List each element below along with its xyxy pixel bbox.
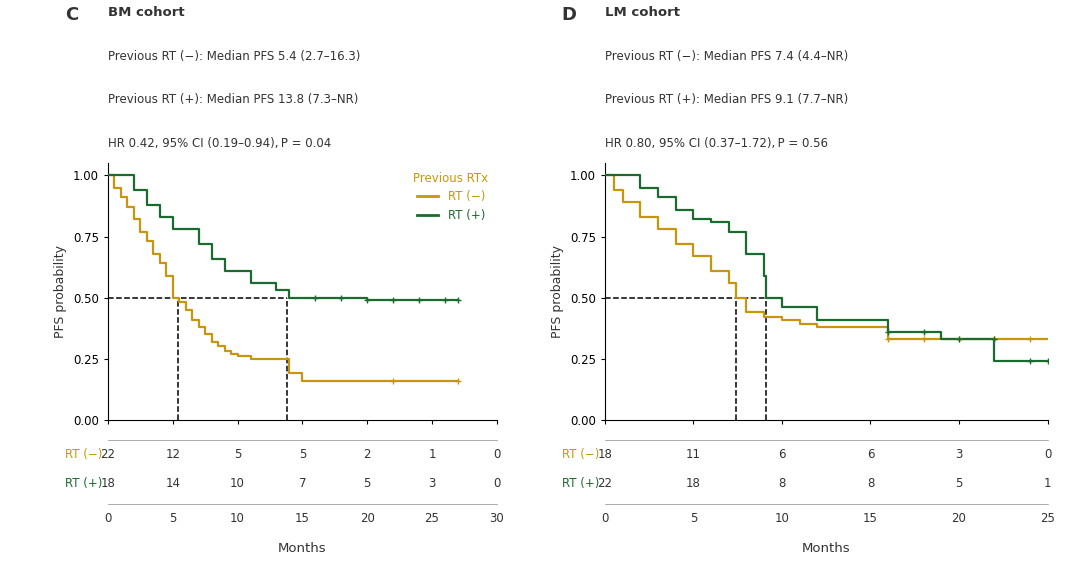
Text: Months: Months [278, 542, 327, 554]
Text: 0: 0 [105, 512, 111, 525]
Legend: RT (−), RT (+): RT (−), RT (+) [408, 167, 494, 227]
Text: RT (+): RT (+) [562, 477, 599, 490]
Text: 18: 18 [100, 477, 116, 490]
Text: 1: 1 [1044, 477, 1051, 490]
Text: 15: 15 [863, 512, 878, 525]
Text: 0: 0 [494, 477, 500, 490]
Text: 3: 3 [956, 448, 962, 461]
Text: 0: 0 [494, 448, 500, 461]
Text: 1: 1 [429, 448, 435, 461]
Text: 30: 30 [489, 512, 504, 525]
Text: RT (−): RT (−) [65, 448, 103, 461]
Text: Previous RT (−): Median PFS 5.4 (2.7–16.3): Previous RT (−): Median PFS 5.4 (2.7–16.… [108, 50, 361, 62]
Text: LM cohort: LM cohort [605, 6, 679, 19]
Text: 14: 14 [165, 477, 180, 490]
Text: 10: 10 [230, 477, 245, 490]
Y-axis label: PFS probability: PFS probability [54, 245, 67, 338]
Text: 11: 11 [686, 448, 701, 461]
Text: 18: 18 [597, 448, 612, 461]
Text: 5: 5 [299, 448, 306, 461]
Text: RT (+): RT (+) [65, 477, 103, 490]
Text: 25: 25 [1040, 512, 1055, 525]
Text: 3: 3 [429, 477, 435, 490]
Text: C: C [65, 6, 78, 24]
Text: 0: 0 [602, 512, 608, 525]
Text: 5: 5 [170, 512, 176, 525]
Text: RT (−): RT (−) [562, 448, 599, 461]
Text: 5: 5 [956, 477, 962, 490]
Text: 7: 7 [299, 477, 306, 490]
Text: 25: 25 [424, 512, 440, 525]
Text: 12: 12 [165, 448, 180, 461]
Text: 6: 6 [779, 448, 785, 461]
Text: 10: 10 [230, 512, 245, 525]
Y-axis label: PFS probability: PFS probability [551, 245, 564, 338]
Text: 6: 6 [867, 448, 874, 461]
Text: 20: 20 [360, 512, 375, 525]
Text: 20: 20 [951, 512, 967, 525]
Text: HR 0.80, 95% CI (0.37–1.72), P = 0.56: HR 0.80, 95% CI (0.37–1.72), P = 0.56 [605, 137, 827, 150]
Text: 22: 22 [597, 477, 612, 490]
Text: BM cohort: BM cohort [108, 6, 185, 19]
Text: Previous RT (−): Median PFS 7.4 (4.4–NR): Previous RT (−): Median PFS 7.4 (4.4–NR) [605, 50, 848, 62]
Text: 22: 22 [100, 448, 116, 461]
Text: 5: 5 [364, 477, 370, 490]
Text: D: D [562, 6, 577, 24]
Text: 10: 10 [774, 512, 789, 525]
Text: 2: 2 [364, 448, 370, 461]
Text: 5: 5 [234, 448, 241, 461]
Text: 5: 5 [690, 512, 697, 525]
Text: 15: 15 [295, 512, 310, 525]
Text: Previous RT (+): Median PFS 9.1 (7.7–NR): Previous RT (+): Median PFS 9.1 (7.7–NR) [605, 93, 848, 106]
Text: HR 0.42, 95% CI (0.19–0.94), P = 0.04: HR 0.42, 95% CI (0.19–0.94), P = 0.04 [108, 137, 332, 150]
Text: 18: 18 [686, 477, 701, 490]
Text: Previous RT (+): Median PFS 13.8 (7.3–NR): Previous RT (+): Median PFS 13.8 (7.3–NR… [108, 93, 359, 106]
Text: Months: Months [801, 542, 851, 554]
Text: 0: 0 [1044, 448, 1051, 461]
Text: 8: 8 [779, 477, 785, 490]
Text: 8: 8 [867, 477, 874, 490]
